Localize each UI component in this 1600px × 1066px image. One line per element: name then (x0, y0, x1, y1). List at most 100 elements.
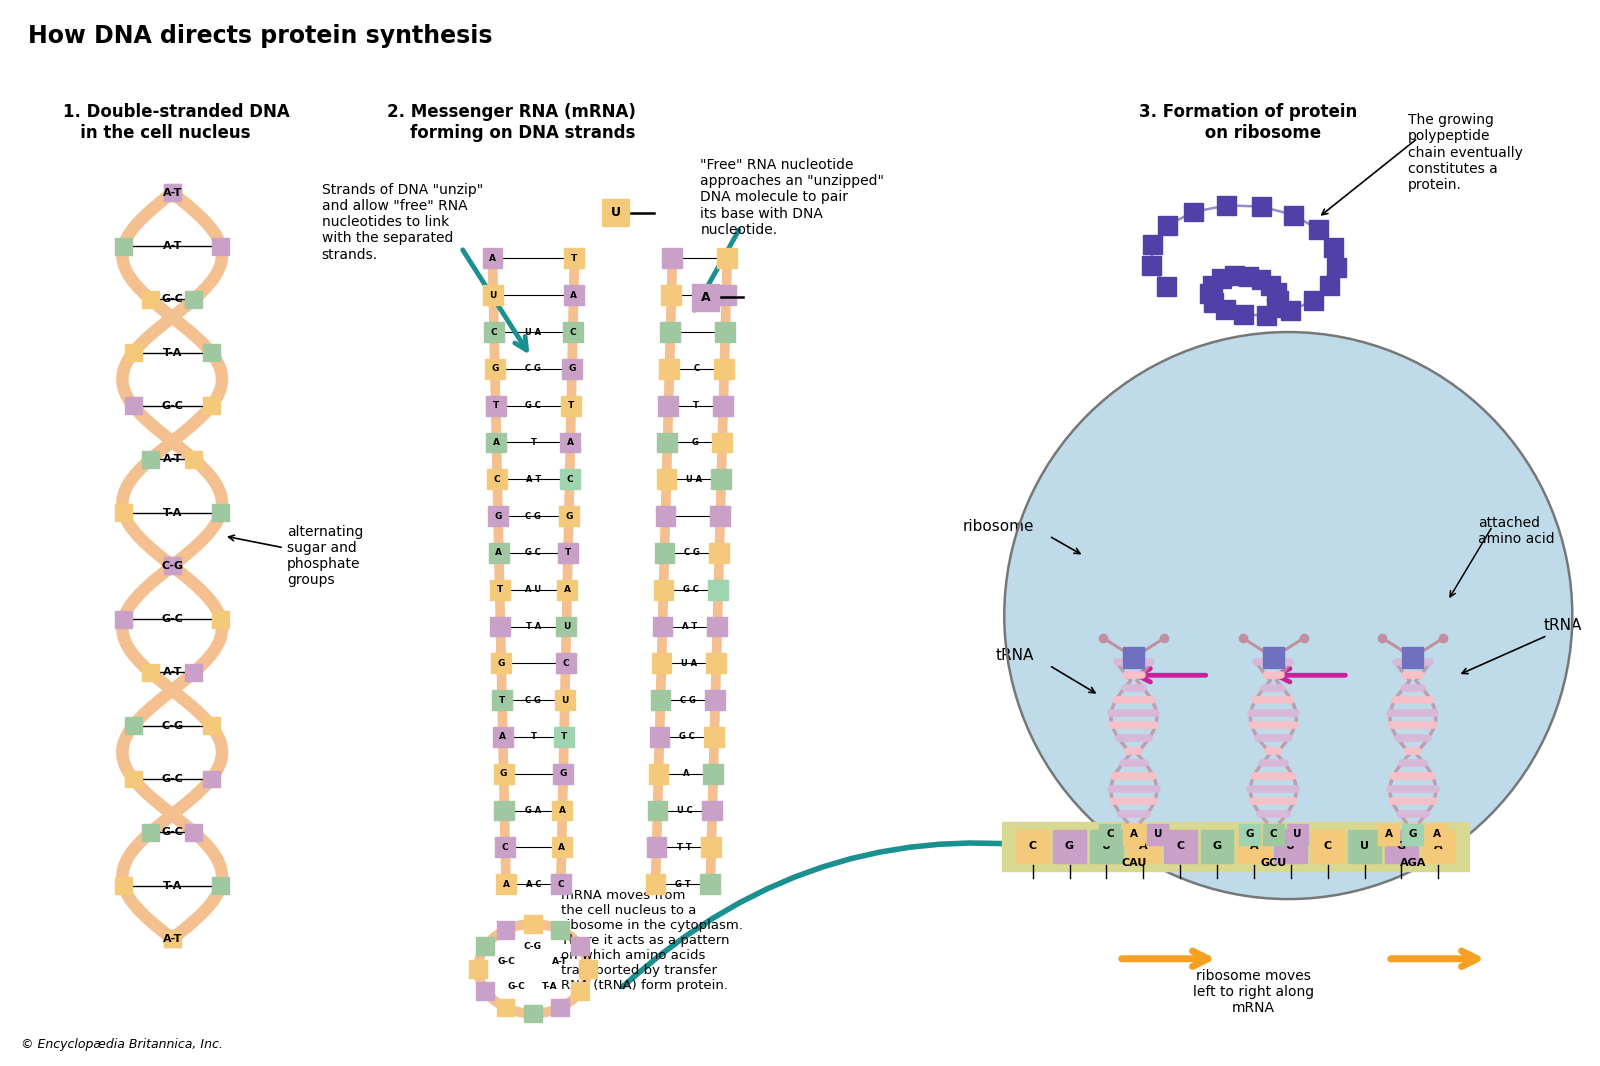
FancyBboxPatch shape (661, 286, 682, 305)
FancyBboxPatch shape (477, 937, 494, 955)
FancyBboxPatch shape (715, 322, 736, 342)
Text: A: A (1432, 829, 1440, 839)
Text: A: A (558, 843, 565, 852)
FancyBboxPatch shape (1158, 216, 1176, 235)
FancyBboxPatch shape (717, 286, 736, 305)
FancyBboxPatch shape (488, 469, 507, 489)
FancyBboxPatch shape (562, 395, 581, 416)
Text: C: C (491, 327, 498, 337)
Text: 2. Messenger RNA (mRNA)
    forming on DNA strands: 2. Messenger RNA (mRNA) forming on DNA s… (387, 103, 635, 142)
Text: G-C: G-C (162, 614, 182, 624)
FancyBboxPatch shape (661, 322, 680, 342)
FancyBboxPatch shape (1213, 270, 1230, 288)
Text: T: T (493, 401, 499, 410)
Text: A: A (558, 806, 566, 815)
Text: AGA: AGA (1400, 858, 1426, 869)
Text: C G: C G (525, 512, 541, 520)
Text: G: G (499, 770, 507, 778)
FancyBboxPatch shape (213, 611, 229, 628)
Text: G: G (1408, 829, 1418, 839)
Text: G: G (494, 512, 502, 520)
FancyBboxPatch shape (691, 284, 718, 310)
FancyBboxPatch shape (483, 286, 504, 305)
FancyBboxPatch shape (1216, 301, 1235, 320)
Text: GCU: GCU (1261, 858, 1286, 869)
FancyBboxPatch shape (579, 959, 597, 978)
FancyBboxPatch shape (712, 433, 733, 452)
Text: A: A (1434, 841, 1443, 852)
FancyBboxPatch shape (710, 506, 730, 526)
Text: C: C (566, 474, 573, 484)
Text: C-G: C-G (523, 942, 542, 951)
Text: C: C (562, 659, 570, 667)
Text: C G: C G (525, 696, 541, 705)
FancyBboxPatch shape (1234, 305, 1253, 324)
Text: attached
amino acid: attached amino acid (1478, 516, 1554, 546)
FancyBboxPatch shape (1016, 830, 1050, 862)
FancyBboxPatch shape (552, 999, 570, 1017)
FancyBboxPatch shape (1200, 284, 1219, 303)
FancyBboxPatch shape (493, 727, 514, 747)
Text: T-A: T-A (163, 348, 182, 358)
Text: G-C: G-C (162, 401, 182, 411)
Text: 3. Formation of protein
     on ribosome: 3. Formation of protein on ribosome (1139, 103, 1357, 142)
FancyBboxPatch shape (550, 874, 571, 894)
FancyBboxPatch shape (701, 874, 720, 894)
FancyBboxPatch shape (125, 717, 142, 734)
Text: G: G (568, 365, 576, 373)
Text: G: G (560, 770, 566, 778)
FancyBboxPatch shape (493, 690, 512, 710)
FancyBboxPatch shape (658, 433, 677, 452)
Text: A-T: A-T (163, 934, 182, 943)
FancyBboxPatch shape (485, 322, 504, 342)
FancyBboxPatch shape (1251, 270, 1270, 289)
FancyBboxPatch shape (477, 982, 494, 1000)
FancyBboxPatch shape (203, 398, 219, 415)
FancyBboxPatch shape (203, 771, 219, 788)
FancyBboxPatch shape (163, 184, 181, 201)
FancyBboxPatch shape (1328, 258, 1346, 277)
Text: A U: A U (525, 585, 541, 594)
FancyBboxPatch shape (1142, 256, 1162, 275)
Text: T: T (499, 696, 506, 705)
FancyBboxPatch shape (1238, 266, 1258, 286)
FancyBboxPatch shape (142, 291, 158, 308)
Text: A: A (496, 548, 502, 558)
Text: G: G (1213, 841, 1222, 852)
Text: mRNA moves from
the cell nucleus to a
ribosome in the cytoplasm.
There it acts a: mRNA moves from the cell nucleus to a ri… (562, 889, 742, 992)
FancyBboxPatch shape (558, 543, 578, 563)
Text: C: C (570, 327, 576, 337)
FancyBboxPatch shape (163, 931, 181, 948)
FancyBboxPatch shape (483, 248, 502, 269)
Text: tRNA: tRNA (1544, 618, 1582, 633)
FancyBboxPatch shape (704, 764, 723, 784)
Text: A-T: A-T (552, 957, 568, 967)
FancyBboxPatch shape (1258, 306, 1277, 325)
Text: A: A (563, 585, 571, 594)
FancyBboxPatch shape (557, 616, 576, 636)
Text: G: G (1397, 841, 1406, 852)
FancyBboxPatch shape (653, 616, 672, 636)
FancyBboxPatch shape (571, 982, 589, 1000)
FancyBboxPatch shape (1323, 239, 1342, 257)
Text: A T: A T (682, 621, 698, 631)
Text: A: A (683, 770, 690, 778)
FancyBboxPatch shape (494, 764, 514, 784)
Text: A-T: A-T (163, 667, 182, 677)
Text: C G: C G (525, 365, 541, 373)
Text: C-G: C-G (162, 721, 184, 730)
Text: G-C: G-C (162, 827, 182, 837)
FancyBboxPatch shape (115, 504, 133, 521)
FancyBboxPatch shape (125, 771, 142, 788)
FancyBboxPatch shape (186, 451, 202, 468)
FancyBboxPatch shape (714, 359, 734, 378)
Text: The growing
polypeptide
chain eventually
constitutes a
protein.: The growing polypeptide chain eventually… (1408, 113, 1523, 192)
FancyBboxPatch shape (485, 359, 506, 378)
Text: T: T (531, 438, 536, 447)
FancyBboxPatch shape (562, 359, 582, 378)
Text: A: A (493, 438, 499, 447)
FancyBboxPatch shape (1349, 830, 1381, 862)
FancyBboxPatch shape (488, 506, 509, 526)
FancyBboxPatch shape (213, 504, 229, 521)
FancyBboxPatch shape (702, 801, 722, 821)
